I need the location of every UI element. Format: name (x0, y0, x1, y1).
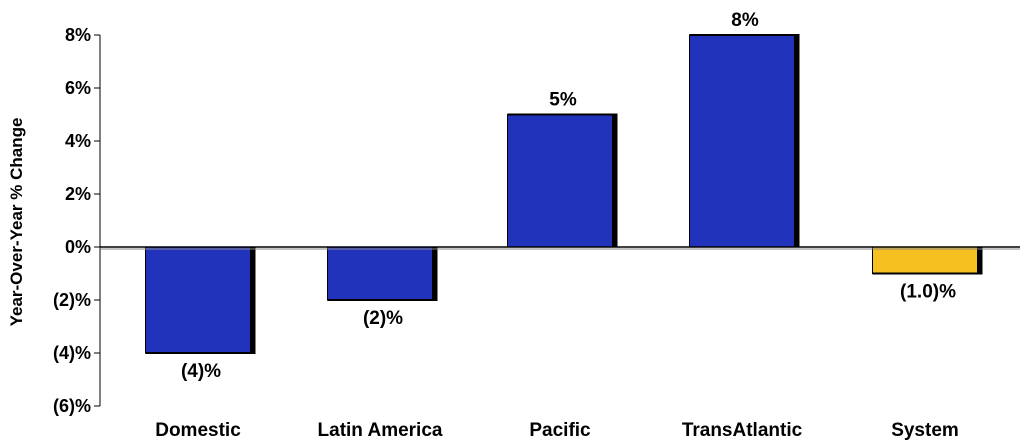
category-label: Pacific (529, 420, 591, 441)
y-tick-label: (6)% (53, 396, 91, 416)
bar-shadow (432, 247, 438, 300)
data-label: (1.0)% (900, 282, 956, 303)
category-label: System (891, 420, 959, 441)
data-label: 8% (731, 10, 759, 31)
bar-shadow (794, 35, 800, 247)
y-axis-title: Year-Over-Year % Change (7, 118, 26, 327)
category-label: Domestic (155, 420, 241, 441)
bar-transatlantic (689, 34, 800, 248)
bars (100, 34, 1020, 354)
bar-shadow (250, 247, 256, 353)
data-labels: (4)% (2)% 5% 8% (1.0)% (181, 10, 956, 382)
category-label: Latin America (318, 420, 443, 441)
y-tick-label: 2% (65, 184, 91, 204)
bar (327, 246, 433, 301)
bar (689, 34, 795, 248)
y-axis: 8% 6% 4% 2% 0% (2)% (4)% (6)% (53, 25, 101, 416)
category-label: TransAtlantic (682, 420, 803, 441)
bar-system (872, 246, 983, 275)
bar-domestic (145, 246, 256, 354)
bar (507, 114, 613, 248)
bar-latin-america (327, 246, 438, 301)
y-tick-label: (2)% (53, 290, 91, 310)
bar (872, 246, 978, 274)
bar-pacific (507, 113, 618, 248)
data-label: 5% (549, 90, 577, 111)
y-tick-label: 0% (65, 237, 91, 257)
y-tick-label: 6% (65, 78, 91, 98)
y-tick-label: 4% (65, 131, 91, 151)
bar (145, 246, 251, 354)
bar-shadow (612, 114, 618, 247)
bar-shadow (977, 247, 983, 274)
data-label: (2)% (363, 308, 403, 329)
data-label: (4)% (181, 361, 221, 382)
category-labels: Domestic Latin America Pacific TransAtlanti… (155, 420, 959, 441)
y-tick-label: (4)% (53, 343, 91, 363)
y-tick-label: 8% (65, 25, 91, 45)
